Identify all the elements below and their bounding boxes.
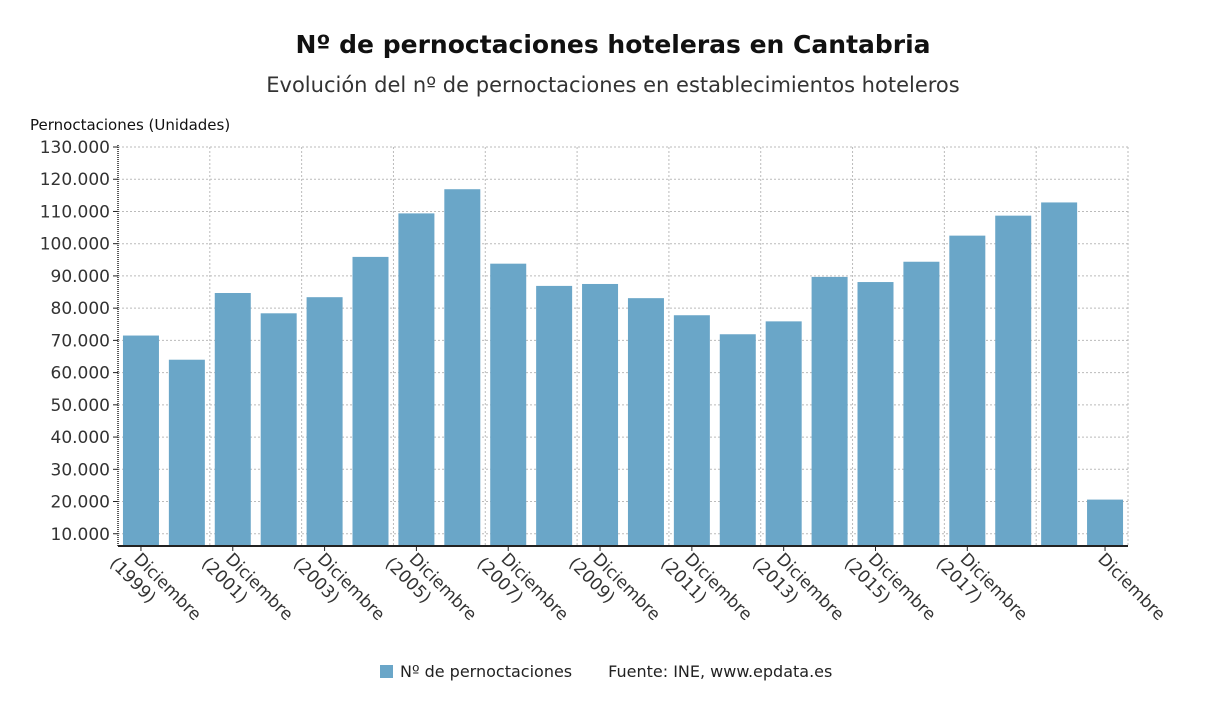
legend: Nº de pernoctaciones Fuente: INE, www.ep…	[380, 662, 832, 681]
y-tick-label: 50.000	[51, 396, 110, 416]
x-tick-label: Diciembre(2011)	[656, 539, 756, 639]
bar	[903, 261, 940, 546]
bar	[949, 235, 986, 546]
bar	[582, 283, 619, 546]
bar	[719, 334, 756, 546]
x-tick-label: Diciembre(2013)	[748, 539, 848, 639]
y-tick-label: 20.000	[51, 493, 110, 513]
bar	[811, 276, 848, 546]
bar	[168, 359, 205, 546]
bar	[857, 282, 894, 546]
bar	[122, 335, 159, 546]
x-tick-label: Diciembre(2003)	[289, 539, 389, 639]
bar	[673, 315, 710, 546]
bar	[214, 292, 251, 546]
y-tick-label: 40.000	[51, 428, 110, 448]
x-tick-label: Diciembre(2017)	[932, 539, 1032, 639]
source-note: Fuente: INE, www.epdata.es	[608, 662, 833, 681]
chart-title: Nº de pernoctaciones hoteleras en Cantab…	[295, 30, 931, 59]
legend-swatch	[380, 665, 393, 678]
x-tick-label: Diciembre(2009)	[564, 539, 664, 639]
x-tick-label: Diciembre(2005)	[381, 539, 481, 639]
legend-label: Nº de pernoctaciones	[400, 662, 573, 681]
y-tick-label: 110.000	[40, 202, 110, 222]
y-tick-label: 120.000	[40, 170, 110, 190]
bar	[352, 256, 389, 546]
y-tick-label: 100.000	[40, 235, 110, 255]
x-tick-label: Diciembre(2015)	[840, 539, 940, 639]
bar	[1041, 202, 1078, 546]
bar	[536, 285, 573, 546]
bar	[490, 263, 527, 546]
y-tick-label: 30.000	[51, 460, 110, 480]
bar	[765, 321, 802, 546]
bar	[260, 313, 297, 546]
y-axis-label: Pernoctaciones (Unidades)	[30, 116, 230, 134]
bar	[627, 298, 664, 546]
chart-subtitle: Evolución del nº de pernoctaciones en es…	[266, 73, 960, 97]
x-tick-label: Diciembre(1999)	[105, 539, 205, 639]
bar	[306, 297, 343, 546]
bar	[1087, 499, 1124, 546]
bar	[995, 215, 1032, 546]
bar	[444, 189, 481, 546]
x-tick-label: Diciembre	[1094, 549, 1170, 625]
y-tick-label: 130.000	[40, 138, 110, 158]
x-tick-label: Diciembre(2007)	[473, 539, 573, 639]
y-tick-label: 10.000	[51, 525, 110, 545]
y-tick-label: 80.000	[51, 299, 110, 319]
bar	[398, 213, 435, 546]
y-tick-label: 90.000	[51, 267, 110, 287]
y-tick-label: 60.000	[51, 364, 110, 384]
x-tick-label: Diciembre(2001)	[197, 539, 297, 639]
y-tick-label: 70.000	[51, 331, 110, 351]
